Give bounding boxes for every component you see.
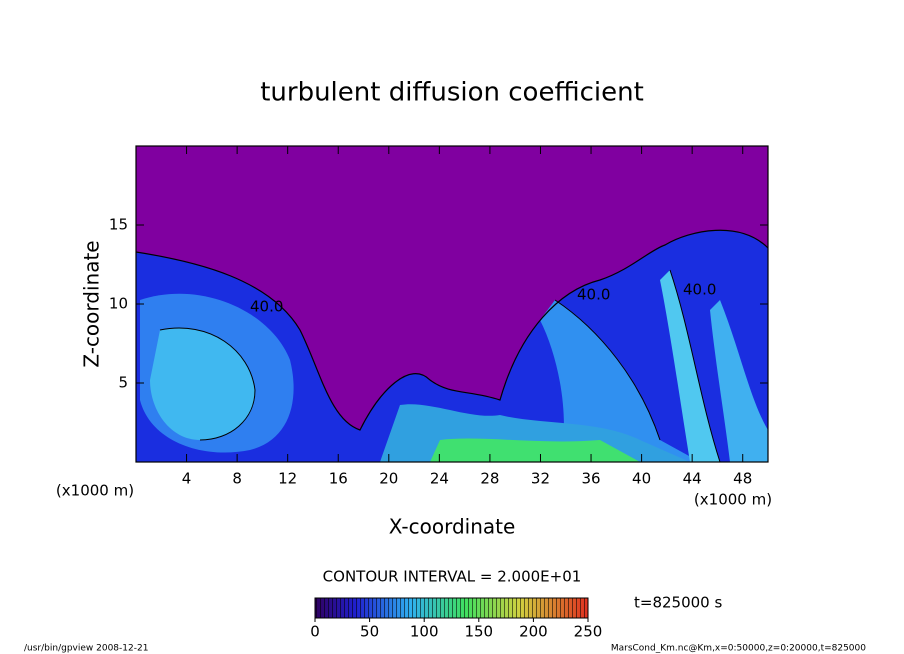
chart-title: turbulent diffusion coefficient [260, 78, 644, 108]
colorbar-tick-label: 50 [360, 623, 379, 641]
x-axis-label: X-coordinate [389, 515, 516, 539]
x-tick-label: 8 [232, 470, 242, 488]
y-tick-label: 5 [118, 374, 128, 392]
colorbar-tick-label: 0 [310, 623, 320, 641]
time-label: t=825000 s [634, 594, 722, 612]
x-tick-label: 36 [581, 470, 600, 488]
footer-right: MarsCond_Km.nc@Km,x=0:50000,z=0:20000,t=… [611, 644, 866, 654]
x-tick-label: 40 [632, 470, 651, 488]
y-tick-label: 10 [109, 295, 128, 313]
colorbar-tick-label: 150 [464, 623, 493, 641]
contour-label: 40.0 [683, 281, 716, 299]
colorbar-tick-label: 100 [410, 623, 439, 641]
contour-label: 40.0 [577, 286, 610, 304]
x-tick-label: 44 [683, 470, 702, 488]
contour-label: 40.0 [250, 298, 283, 316]
x-tick-label: 24 [430, 470, 449, 488]
contour-interval: CONTOUR INTERVAL = 2.000E+01 [323, 568, 582, 586]
x-unit-label: (x1000 m) [694, 491, 772, 509]
x-tick-label: 48 [733, 470, 752, 488]
colorbar-tick-label: 250 [574, 623, 603, 641]
y-tick-label: 15 [109, 216, 128, 234]
x-tick-label: 32 [531, 470, 550, 488]
x-tick-label: 20 [379, 470, 398, 488]
x-unit-label: (x1000 m) [56, 482, 134, 500]
colorbar-frame [314, 597, 589, 619]
x-tick-label: 16 [329, 470, 348, 488]
x-tick-label: 4 [182, 470, 192, 488]
footer-left: /usr/bin/gpview 2008-12-21 [24, 644, 148, 654]
x-tick-label: 28 [480, 470, 499, 488]
y-axis-label: Z-coordinate [80, 240, 104, 367]
colorbar-tick-label: 200 [519, 623, 548, 641]
field [136, 146, 768, 462]
x-tick-label: 12 [278, 470, 297, 488]
